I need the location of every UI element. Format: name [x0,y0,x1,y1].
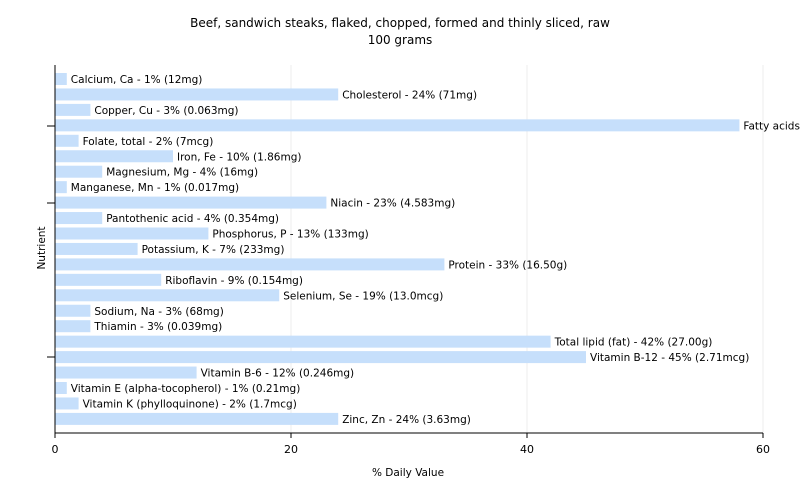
y-axis-title: Nutrient [36,226,48,269]
bars-group: Calcium, Ca - 1% (12mg) Cholesterol - 24%… [55,73,800,426]
axes [47,65,763,434]
bar-label: Protein - 33% (16.50g) [448,259,567,271]
bar-label: Fatty acids, total saturated - 58% (11.5… [743,120,800,132]
bar-label: Magnesium, Mg - 4% (16mg) [106,167,258,179]
bar [55,397,79,410]
bar [55,258,445,271]
bar-label: Vitamin B-12 - 45% (2.71mcg) [590,352,749,364]
bar-label: Cholesterol - 24% (71mg) [342,89,477,101]
x-tick-label: 20 [284,443,298,456]
bar-label: Folate, total - 2% (7mcg) [83,136,214,148]
bar-label: Vitamin K (phylloquinone) - 2% (1.7mcg) [83,398,297,410]
bar [55,304,91,317]
bar [55,242,138,255]
bar [55,366,197,379]
bar [55,382,67,394]
bar-label: Niacin - 23% (4.583mg) [330,198,455,210]
bar-label: Pantothenic acid - 4% (0.354mg) [106,213,279,225]
bar-label: Riboflavin - 9% (0.154mg) [165,275,303,287]
bar [55,181,67,194]
chart-title: Beef, sandwich steaks, flaked, chopped, … [190,16,610,30]
bar-label: Phosphorus, P - 13% (133mg) [212,229,368,241]
bar [55,73,67,85]
bar [55,165,103,178]
x-tick-label: 60 [756,443,770,456]
bar [55,351,586,364]
bar-label: Total lipid (fat) - 42% (27.00g) [554,337,713,349]
bar [55,335,551,348]
bar [55,289,280,302]
bar-label: Thiamin - 3% (0.039mg) [93,321,222,333]
bar [55,196,327,209]
bar [55,119,740,132]
bar [55,103,91,116]
bar-label: Copper, Cu - 3% (0.063mg) [94,105,238,117]
bar [55,150,173,163]
bar [55,88,339,101]
x-tick-label: 0 [52,443,59,456]
bar-label: Manganese, Mn - 1% (0.017mg) [71,182,239,194]
bar [55,320,91,333]
bar [55,227,209,240]
bar [55,134,79,147]
bar-label: Vitamin B-6 - 12% (0.246mg) [201,368,355,380]
bar-label: Zinc, Zn - 24% (3.63mg) [342,414,471,426]
bar [55,412,339,425]
bar-label: Potassium, K - 7% (233mg) [142,244,285,256]
bar-label: Iron, Fe - 10% (1.86mg) [177,151,301,163]
x-axis-title: % Daily Value [372,467,444,479]
chart-subtitle: 100 grams [368,33,433,47]
x-tick-label: 40 [520,443,534,456]
bar [55,212,103,225]
bar-label: Selenium, Se - 19% (13.0mcg) [283,290,443,302]
bar-label: Sodium, Na - 3% (68mg) [94,306,223,318]
bar [55,273,162,286]
bar-label: Calcium, Ca - 1% (12mg) [71,74,203,86]
x-tick-labels: 0 20 40 60 [52,433,770,456]
bar-label: Vitamin E (alpha-tocopherol) - 1% (0.21m… [71,383,300,395]
